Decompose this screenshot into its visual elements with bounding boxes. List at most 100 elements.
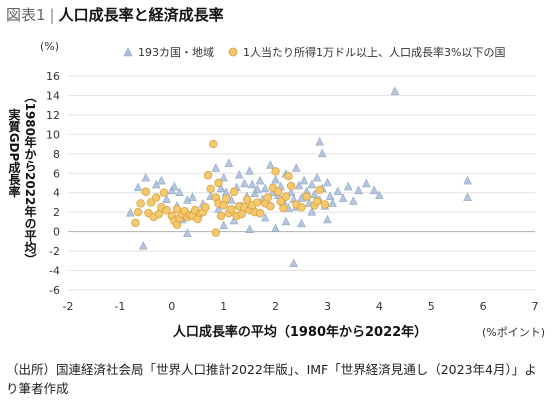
scatter-point-circle — [229, 187, 239, 196]
scatter-point-triangle — [333, 186, 343, 196]
scatter-point-circle — [315, 185, 324, 195]
y-unit-label: (%) — [40, 40, 59, 53]
x-tick-label: -2 — [63, 300, 74, 313]
scatter-point-circle — [242, 195, 252, 204]
scatter-point-circle — [271, 167, 280, 176]
scatter-point-circle — [133, 207, 143, 217]
scatter-point-triangle — [317, 148, 327, 158]
scatter-point-circle — [203, 171, 213, 180]
figure-number: 図表1 — [6, 6, 46, 24]
scatter-point-circle — [211, 228, 221, 237]
x-tick-label: 1 — [220, 300, 227, 313]
scatter-point-circle — [263, 193, 272, 202]
scatter-point-triangle — [271, 223, 280, 233]
scatter-point-circle — [286, 181, 296, 191]
y-axis-subtitle: （1980年から2022年の平均） — [23, 91, 37, 266]
scatter-point-circle — [302, 192, 311, 201]
scatter-point-circle — [152, 193, 161, 202]
scatter-point-triangle — [170, 181, 179, 191]
scatter-point-triangle — [369, 185, 379, 195]
x-tick-label: -1 — [114, 300, 125, 313]
axis-labels: (%) (%ポイント) 人口成長率の平均（1980年から2022年） 実質GDP成長率… — [7, 40, 545, 340]
scatter-point-triangle — [354, 185, 363, 195]
scatter-point-circle — [253, 198, 262, 207]
y-tick-label: 8 — [53, 148, 60, 161]
scatter-point-triangle — [310, 189, 319, 198]
scatter-point-triangle — [286, 187, 296, 197]
legend: 193カ国・地域 1人当たり所得1万ドル以上、人口成長率3%以下の国 — [123, 45, 505, 59]
scatter-point-triangle — [338, 193, 348, 202]
scatter-point-triangle — [325, 191, 335, 200]
scatter-point-circle — [159, 188, 169, 197]
scatter-point-triangle — [162, 194, 171, 203]
scatter-point-circle — [281, 192, 291, 201]
scatter-point-triangle — [183, 228, 192, 237]
scatter-point-circle — [141, 187, 151, 196]
scatter-point-triangle — [224, 158, 234, 167]
scatter-point-circle — [162, 206, 171, 215]
legend-label: 1人当たり所得1万ドル以上、人口成長率3%以下の国 — [243, 45, 505, 59]
scatter-point-triangle — [260, 212, 270, 222]
scatter-point-triangle — [328, 198, 337, 207]
scatter-point-circle — [214, 178, 223, 188]
figure-title: 図表1 | 人口成長率と経済成長率 — [6, 4, 224, 25]
scatter-point-triangle — [323, 214, 332, 224]
scatter-point-triangle — [245, 224, 254, 233]
scatter-point-triangle — [234, 170, 244, 179]
scatter-point-circle — [312, 197, 322, 206]
x-tick-label: 6 — [480, 300, 487, 313]
x-unit-label: (%ポイント) — [482, 326, 545, 339]
y-axis-title: 実質GDP成長率 — [7, 107, 21, 198]
y-tick-label: 10 — [46, 128, 60, 141]
x-tick-label: 3 — [324, 300, 331, 313]
x-tick-label: 0 — [168, 300, 175, 313]
x-tick-label: 5 — [428, 300, 435, 313]
scatter-point-triangle — [463, 175, 472, 185]
x-axis-title: 人口成長率の平均（1980年から2022年） — [173, 324, 427, 340]
y-tick-label: 12 — [46, 109, 60, 122]
scatter-point-triangle — [323, 177, 332, 187]
scatter-point-circle — [201, 203, 210, 212]
scatter-point-circle — [136, 199, 145, 208]
scatter-point-triangle — [307, 207, 317, 216]
scatter-point-triangle — [133, 182, 143, 192]
scatter-point-circle — [273, 187, 283, 196]
scatter-point-triangle — [292, 163, 301, 172]
title-separator: | — [49, 6, 55, 24]
x-tick-label: 7 — [532, 300, 539, 313]
scatter-point-circle — [320, 200, 330, 209]
y-tick-label: -4 — [49, 265, 60, 278]
scatter-point-triangle — [349, 196, 358, 205]
scatter-point-triangle — [315, 136, 324, 146]
scatter-point-triangle — [240, 178, 249, 188]
y-tick-label: 6 — [53, 167, 60, 180]
scatter-point-triangle — [260, 183, 270, 193]
chart-title: 人口成長率と経済成長率 — [58, 6, 224, 24]
scatter-point-triangle — [245, 166, 254, 175]
scatter-point-circle — [297, 203, 306, 212]
scatter-point-triangle — [375, 190, 384, 199]
scatter-point-triangle — [281, 216, 291, 226]
scatter-point-triangle — [216, 183, 226, 193]
scatter-point-triangle — [294, 180, 304, 190]
scatter-point-triangle — [125, 207, 135, 217]
legend-marker-triangle — [123, 47, 133, 57]
scatter-point-circle — [216, 211, 226, 221]
scatter-point-triangle — [299, 175, 309, 185]
scatter-point-circle — [255, 208, 265, 218]
scatter-point-circle — [146, 198, 156, 207]
y-tick-label: -6 — [49, 284, 60, 297]
scatter-point-triangle — [297, 218, 306, 228]
scatter-point-circle — [284, 171, 293, 181]
scatter-point-triangle — [211, 163, 221, 172]
scatter-point-triangle — [141, 172, 151, 182]
y-tick-label: 0 — [53, 226, 60, 239]
source-note: （出所）国連経済社会局「世界人口推計2022年版」、IMF「世界経済見通し（20… — [6, 362, 537, 396]
legend-label: 193カ国・地域 — [138, 46, 214, 59]
scatter-point-triangle — [463, 192, 472, 201]
scatter-point-triangle — [343, 181, 353, 191]
scatter-point-circle — [209, 139, 218, 149]
data-points — [125, 86, 472, 268]
scatter-point-circle — [206, 184, 215, 194]
